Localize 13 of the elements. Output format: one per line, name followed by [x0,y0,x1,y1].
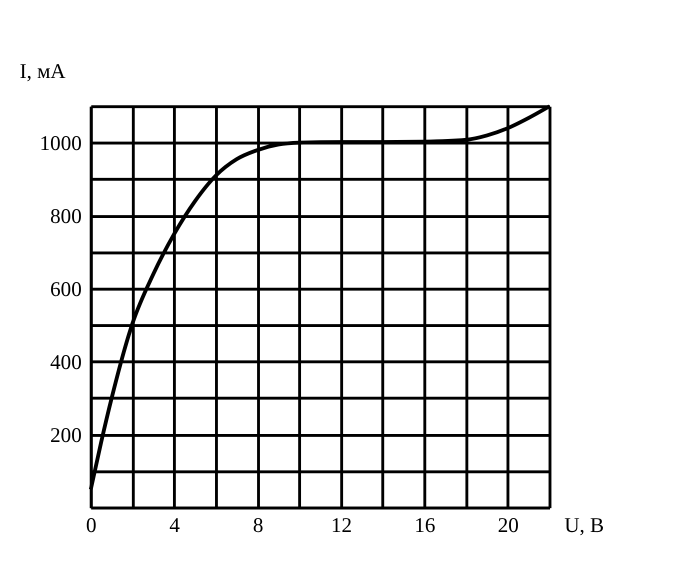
y-tick-label: 200 [50,422,82,447]
x-tick-label: 8 [252,512,264,537]
y-tick-label: 600 [50,276,82,301]
x-tick-label: 20 [498,512,519,537]
x-tick-label: 4 [169,512,180,537]
y-axis-title: I, мА [20,59,66,84]
x-tick-label: 16 [414,512,436,537]
y-tick-label: 800 [50,204,82,228]
x-tick-label: 0 [86,512,97,537]
y-tick-label: 400 [50,350,82,374]
y-tick-label: 1000 [40,130,82,155]
x-axis-title: U, В [564,512,604,537]
x-tick-label: 12 [330,512,352,537]
